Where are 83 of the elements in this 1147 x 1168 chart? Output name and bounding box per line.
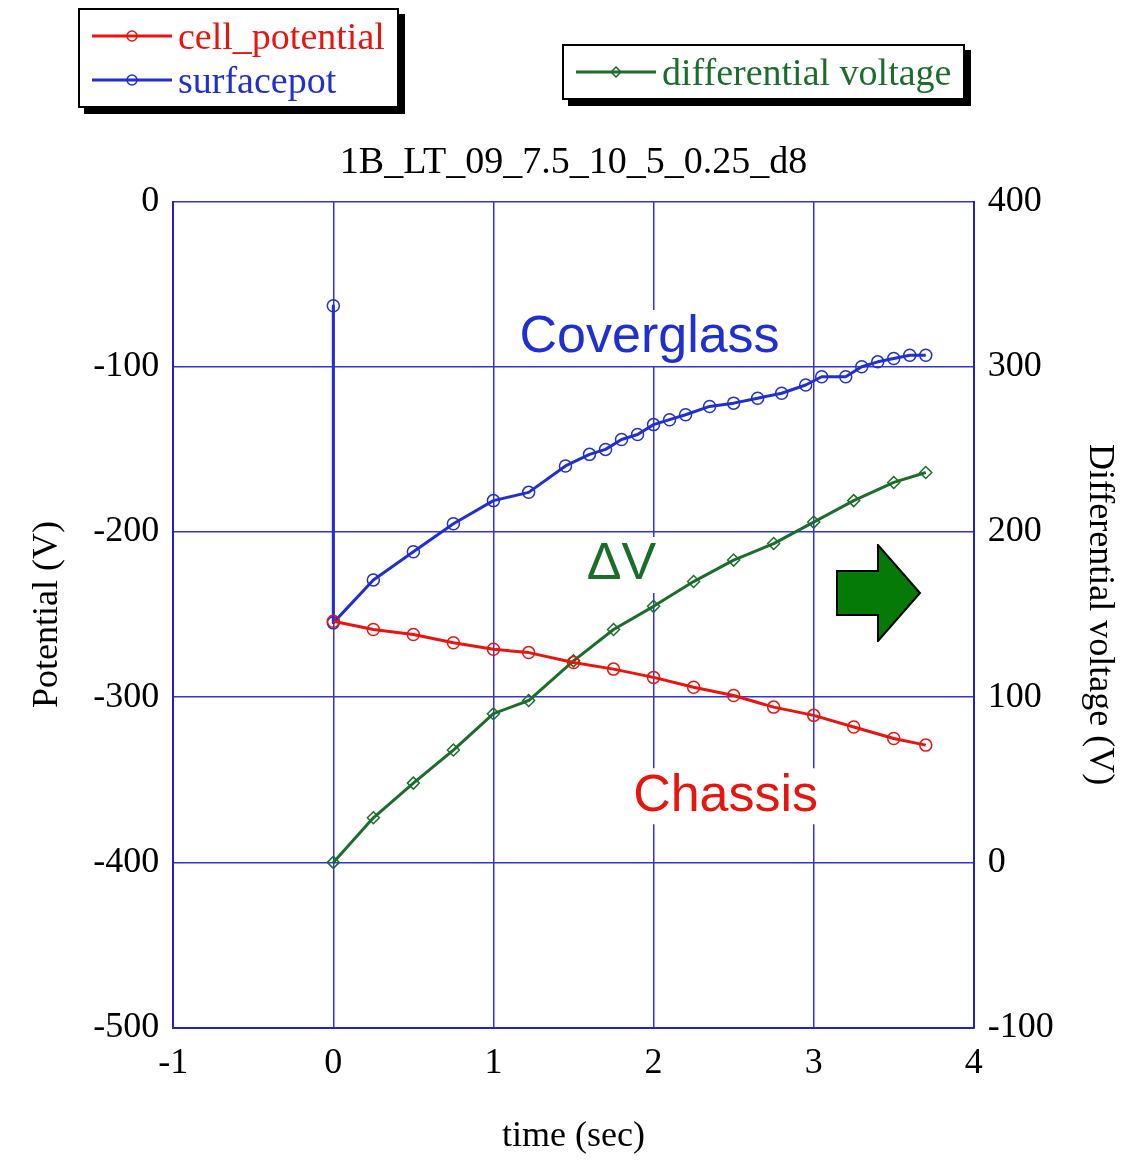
y2-tick-label: -100 [987, 1005, 1054, 1046]
y2-tick-label: 0 [987, 839, 1006, 880]
x-tick-label: 2 [644, 1040, 663, 1081]
y2-axis-title: Differential voltage (V) [1081, 444, 1122, 786]
point [366, 811, 381, 825]
point [326, 298, 341, 313]
point [630, 427, 645, 442]
point [486, 706, 501, 721]
point [854, 360, 869, 374]
annotation: ΔV [586, 532, 657, 591]
point [326, 855, 341, 870]
point [870, 355, 885, 369]
y-tick-label: -300 [93, 674, 160, 715]
point [726, 688, 741, 703]
point [646, 417, 661, 432]
point [846, 493, 861, 508]
point [446, 635, 461, 650]
x-tick-label: -1 [158, 1040, 189, 1081]
point [838, 369, 853, 384]
point [366, 573, 381, 587]
x-tick-label: 4 [964, 1040, 983, 1081]
point [887, 475, 901, 490]
y-axis-title: Potential (V) [25, 521, 66, 709]
point [662, 412, 677, 427]
point [646, 599, 661, 614]
y2-tick-label: 400 [987, 179, 1042, 220]
legend-label: differential voltage [662, 50, 952, 94]
point [486, 493, 501, 508]
y-tick-label: -500 [93, 1005, 160, 1046]
point [406, 627, 421, 642]
point [486, 642, 501, 657]
point [521, 645, 536, 660]
y-tick-label: -200 [93, 509, 160, 550]
point [558, 459, 573, 473]
point [726, 396, 741, 410]
x-tick-label: 3 [804, 1040, 823, 1081]
point [646, 670, 661, 685]
point [686, 574, 701, 589]
point [521, 693, 536, 708]
point [814, 369, 829, 384]
point [903, 348, 917, 362]
point [798, 378, 813, 392]
point [446, 743, 461, 757]
point [446, 516, 461, 531]
point [919, 738, 933, 752]
point [766, 536, 781, 551]
point [726, 553, 741, 567]
point [686, 680, 701, 695]
point [406, 776, 421, 790]
point [406, 545, 421, 559]
point [846, 720, 861, 734]
point [887, 351, 901, 366]
point [806, 515, 821, 529]
point [606, 662, 621, 676]
legend-label: surfacepot [178, 58, 337, 102]
point [919, 348, 933, 362]
y2-tick-label: 100 [987, 674, 1042, 715]
y-tick-label: -400 [93, 839, 160, 880]
point [678, 407, 693, 422]
point [919, 465, 933, 480]
y-tick-label: 0 [141, 179, 160, 220]
point [598, 442, 613, 457]
annotation: Chassis [633, 763, 819, 822]
y2-tick-label: 300 [987, 344, 1042, 385]
x-tick-label: 0 [324, 1040, 343, 1081]
point [366, 622, 381, 637]
point [521, 485, 536, 500]
y-tick-label: -100 [93, 344, 160, 385]
x-axis-title: time (sec) [502, 1113, 645, 1154]
point [614, 432, 629, 447]
point [774, 386, 789, 400]
point [750, 391, 765, 405]
point [806, 708, 821, 723]
point [702, 399, 717, 414]
point [766, 700, 781, 714]
chart-title: 1B_LT_09_7.5_10_5_0.25_d8 [339, 138, 808, 181]
point [887, 731, 901, 746]
point [582, 447, 597, 462]
point [606, 622, 621, 637]
annotation: Coverglass [519, 305, 780, 364]
legend-label: cell_potential [178, 14, 385, 58]
y2-tick-label: 200 [987, 509, 1042, 550]
x-tick-label: 1 [484, 1040, 503, 1081]
